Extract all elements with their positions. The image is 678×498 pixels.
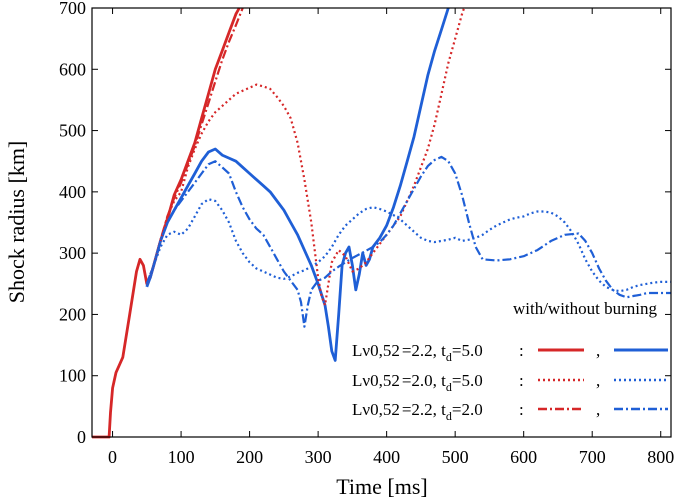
y-tick-label-600: 600 xyxy=(59,59,86,79)
x-tick-label-100: 100 xyxy=(168,447,195,467)
legend-row-3-td: d xyxy=(446,409,452,423)
legend-row-3-end: =2.0 xyxy=(452,400,483,419)
x-tick-label-300: 300 xyxy=(305,447,332,467)
legend-row-2-comma: , xyxy=(596,371,600,390)
x-tick-label-500: 500 xyxy=(442,447,469,467)
legend-row-1-end: =5.0 xyxy=(452,341,483,360)
legend-row-1-comma: , xyxy=(596,341,600,360)
series-line-6 xyxy=(145,155,671,328)
x-tick-label-0: 0 xyxy=(108,447,117,467)
legend-row-2-label: Lν0,52 =2.0, td=5.0 xyxy=(352,371,483,394)
x-tick-label-800: 800 xyxy=(647,447,674,467)
series-line-2 xyxy=(145,7,450,362)
legend-row-2-td: d xyxy=(446,380,452,394)
legend-row-3-sub: =2.2, t xyxy=(402,400,446,419)
legend-row-2-main: Lν0,52 xyxy=(352,371,400,390)
legend-row-3-label: Lν0,52 =2.2, td=2.0 xyxy=(352,400,483,423)
y-tick-label-0: 0 xyxy=(77,427,86,447)
x-axis-title: Time [ms] xyxy=(336,474,427,498)
legend-header: with/without burning xyxy=(513,299,658,318)
x-tick-label-200: 200 xyxy=(236,447,263,467)
data-series xyxy=(92,7,671,439)
legend-row-2-colon: : xyxy=(519,371,524,390)
x-tick-label-700: 700 xyxy=(579,447,606,467)
x-tick-label-600: 600 xyxy=(510,447,537,467)
legend-row-1-td: d xyxy=(446,350,452,364)
y-axis-title: Shock radius [km] xyxy=(4,141,29,304)
y-tick-label-200: 200 xyxy=(59,304,86,324)
y-tick-label-500: 500 xyxy=(59,121,86,141)
series-line-3 xyxy=(145,7,466,307)
x-tick-label-400: 400 xyxy=(373,447,400,467)
legend-row-3-colon: : xyxy=(519,400,524,419)
plot-frame xyxy=(91,7,672,438)
legend-row-1-colon: : xyxy=(519,341,524,360)
legend-row-1-sub: =2.2, t xyxy=(402,341,446,360)
legend: with/without burning Lν0,52 =2.2, td=5.0 … xyxy=(352,299,668,423)
legend-row-2-sub: =2.0, t xyxy=(402,371,446,390)
legend-row-2-end: =5.0 xyxy=(452,371,483,390)
y-tick-label-400: 400 xyxy=(59,182,86,202)
y-tick-label-300: 300 xyxy=(59,243,86,263)
legend-row-1-label: Lν0,52 =2.2, td=5.0 xyxy=(352,341,483,364)
legend-row-3-comma: , xyxy=(596,400,600,419)
axis-ticks: 0 100 200 300 400 500 600 700 800 0 100 200 300 400 50… xyxy=(59,0,674,467)
legend-row-1-main: Lν0,52 xyxy=(352,341,400,360)
y-tick-label-100: 100 xyxy=(59,366,86,386)
y-tick-label-700: 700 xyxy=(59,0,86,18)
legend-row-3-main: Lν0,52 xyxy=(352,400,400,419)
